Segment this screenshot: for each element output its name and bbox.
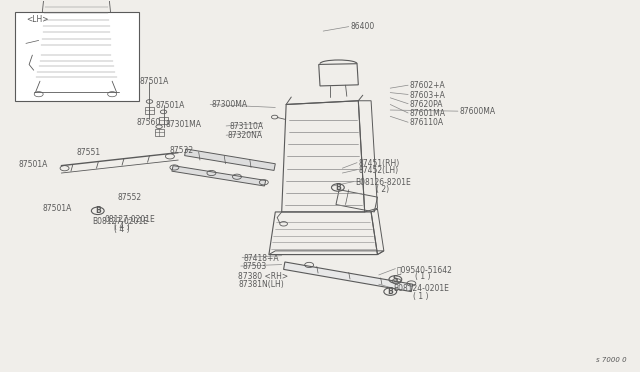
- Text: 87620PA: 87620PA: [410, 100, 443, 109]
- Text: <LH>: <LH>: [26, 15, 49, 24]
- Text: 87320NA: 87320NA: [227, 131, 262, 141]
- Text: B: B: [95, 206, 100, 215]
- Text: ( 2): ( 2): [376, 185, 389, 194]
- Text: 87418+A: 87418+A: [243, 254, 279, 263]
- Text: 87503: 87503: [242, 262, 266, 271]
- Text: ( 1 ): ( 1 ): [413, 292, 428, 301]
- Text: 87300MA: 87300MA: [211, 100, 248, 109]
- Text: 87452(LH): 87452(LH): [358, 166, 399, 175]
- Text: ( 4 ): ( 4 ): [115, 222, 130, 231]
- Text: ( 1 ): ( 1 ): [415, 272, 430, 281]
- Text: B08126-8201E: B08126-8201E: [355, 178, 411, 187]
- Text: 87381N(LH): 87381N(LH): [238, 280, 284, 289]
- Polygon shape: [172, 166, 266, 186]
- Text: Ⓢ09540-51642: Ⓢ09540-51642: [397, 265, 452, 274]
- Bar: [155, 129, 164, 136]
- Text: 873110A: 873110A: [229, 122, 264, 131]
- Text: 87451(RH): 87451(RH): [358, 159, 399, 168]
- Text: 87551: 87551: [76, 148, 100, 157]
- Text: 87601MA: 87601MA: [410, 109, 445, 118]
- Text: B08124-0201E: B08124-0201E: [394, 284, 449, 293]
- Bar: [159, 117, 168, 124]
- Text: 87501A: 87501A: [140, 77, 170, 86]
- Text: B08127-0201E: B08127-0201E: [92, 218, 148, 227]
- Text: B: B: [335, 183, 340, 192]
- Bar: [15, 12, 140, 101]
- Text: B: B: [387, 287, 393, 296]
- Text: 87602+A: 87602+A: [410, 81, 445, 90]
- Text: 87560: 87560: [137, 118, 161, 127]
- Text: 87552: 87552: [118, 193, 141, 202]
- Text: 87501A: 87501A: [19, 160, 48, 169]
- Text: 87380 <RH>: 87380 <RH>: [238, 272, 289, 281]
- Text: 86400: 86400: [351, 22, 375, 31]
- Text: S: S: [393, 275, 398, 284]
- Bar: [145, 107, 154, 114]
- Polygon shape: [184, 149, 275, 170]
- Text: 87501A: 87501A: [42, 204, 72, 213]
- Text: 87532: 87532: [170, 145, 194, 154]
- Text: ( 4 ): ( 4 ): [115, 225, 130, 234]
- Polygon shape: [284, 262, 413, 292]
- Text: 87603+A: 87603+A: [410, 91, 445, 100]
- Text: 87501A: 87501A: [156, 101, 185, 110]
- Text: 87301MA: 87301MA: [166, 121, 202, 129]
- Text: 876110A: 876110A: [410, 119, 444, 128]
- Text: s 7000 0: s 7000 0: [596, 357, 627, 363]
- Text: 87600MA: 87600MA: [460, 108, 495, 116]
- Text: 08127-0201E: 08127-0201E: [104, 215, 155, 224]
